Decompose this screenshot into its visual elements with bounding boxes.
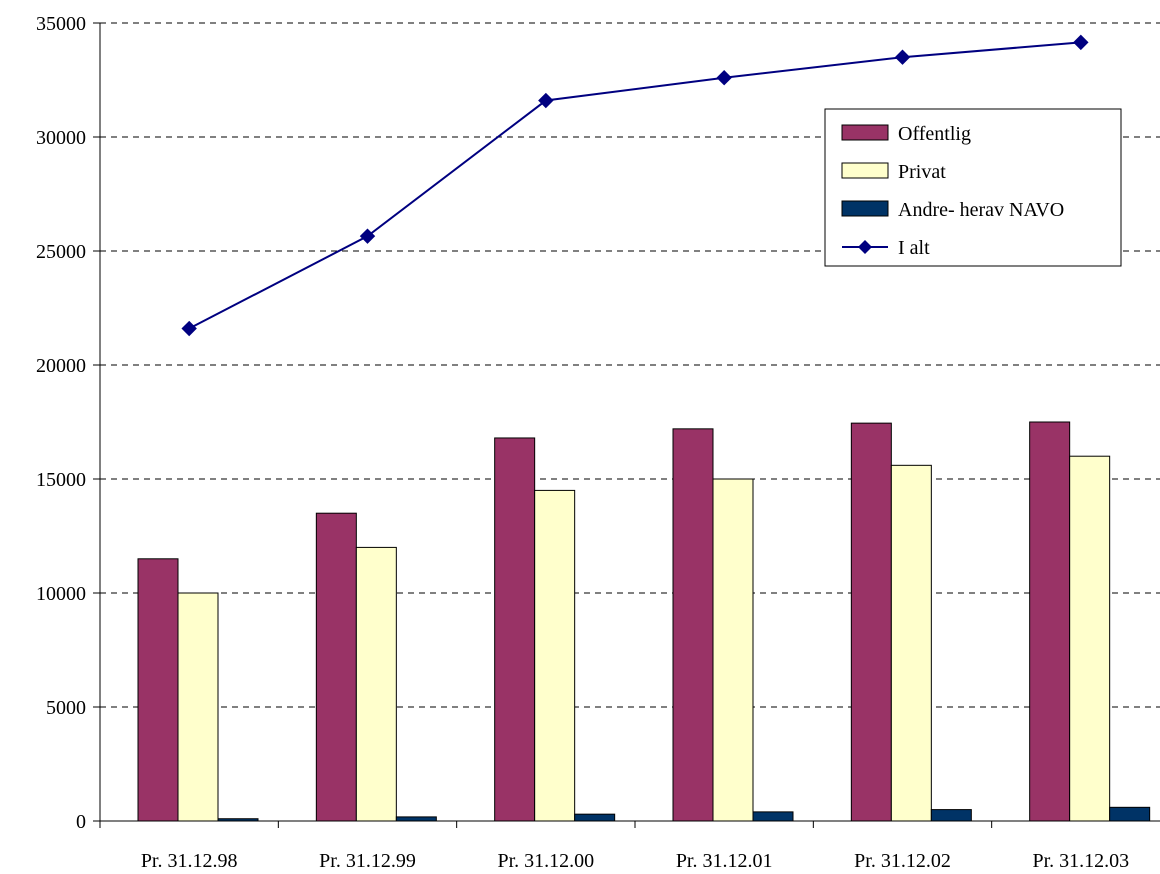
bar-andre-herav-navo	[1109, 806, 1151, 822]
legend-swatch	[841, 200, 889, 217]
bar-privat	[890, 464, 932, 822]
legend-label: Andre- herav NAVO	[898, 199, 1064, 221]
legend: Offentlig Privat Andre- herav NAVO I alt	[824, 108, 1122, 267]
data-point-marker	[359, 228, 376, 244]
y-tick-label: 0	[76, 811, 86, 833]
data-point-marker	[538, 92, 554, 109]
bar-privat	[1069, 455, 1111, 822]
line-layer	[181, 34, 1089, 337]
legend-marker	[858, 240, 872, 254]
x-tick-label: Pr. 31.12.02	[854, 850, 951, 872]
bar-offentlig	[850, 422, 892, 822]
legend-swatch	[841, 124, 889, 141]
y-tick-label: 5000	[46, 697, 86, 719]
series-line-i-alt	[188, 41, 1081, 330]
x-tick-label: Pr. 31.12.00	[497, 850, 594, 872]
bar-privat	[534, 489, 576, 822]
bar-andre-herav-navo	[930, 809, 972, 822]
y-tick-label: 25000	[36, 241, 86, 263]
legend-label: Privat	[898, 161, 946, 183]
bar-privat	[177, 592, 219, 822]
bar-andre-herav-navo	[395, 816, 437, 822]
bar-andre-herav-navo	[574, 813, 616, 822]
bar-offentlig	[315, 512, 357, 822]
legend-label: I alt	[898, 237, 930, 259]
x-tick-label: Pr. 31.12.01	[676, 850, 773, 872]
x-tick-label: Pr. 31.12.03	[1032, 850, 1129, 872]
x-tick-label: Pr. 31.12.98	[141, 850, 238, 872]
bar-privat	[712, 478, 754, 822]
y-tick-label: 30000	[36, 127, 86, 149]
data-point-marker	[181, 320, 197, 337]
y-tick-label: 35000	[36, 13, 86, 35]
bar-offentlig	[137, 558, 179, 822]
legend-label: Offentlig	[898, 123, 971, 145]
axis-layer: 0 5000 10000 15000 20000 25000 30000 35000 Pr. 3…	[36, 13, 1160, 872]
bar-privat	[355, 546, 397, 822]
y-tick-label: 15000	[36, 469, 86, 491]
y-tick-label: 20000	[36, 355, 86, 377]
bar-offentlig	[494, 437, 536, 822]
legend-swatch	[841, 162, 889, 179]
y-tick-label: 10000	[36, 583, 86, 605]
data-point-marker	[716, 70, 732, 86]
data-point-marker	[894, 49, 911, 65]
bar-andre-herav-navo	[752, 811, 794, 822]
bar-layer	[137, 421, 1151, 822]
bar-offentlig	[672, 428, 714, 822]
bar-offentlig	[1029, 421, 1071, 822]
data-point-marker	[1073, 34, 1089, 51]
x-tick-label: Pr. 31.12.99	[319, 850, 416, 872]
